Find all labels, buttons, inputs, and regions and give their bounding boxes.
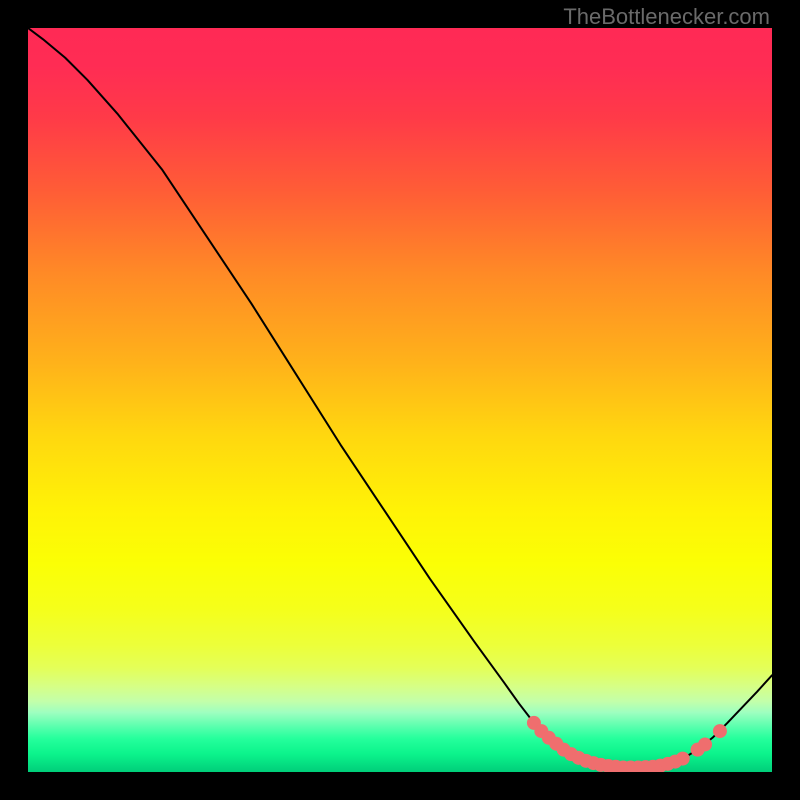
marker-point: [713, 724, 727, 738]
plot-background: [28, 28, 772, 772]
plot-area: [28, 28, 772, 775]
marker-point: [676, 752, 690, 766]
bottleneck-chart: [0, 0, 800, 800]
chart-frame: TheBottlenecker.com: [0, 0, 800, 800]
marker-point: [698, 737, 712, 751]
